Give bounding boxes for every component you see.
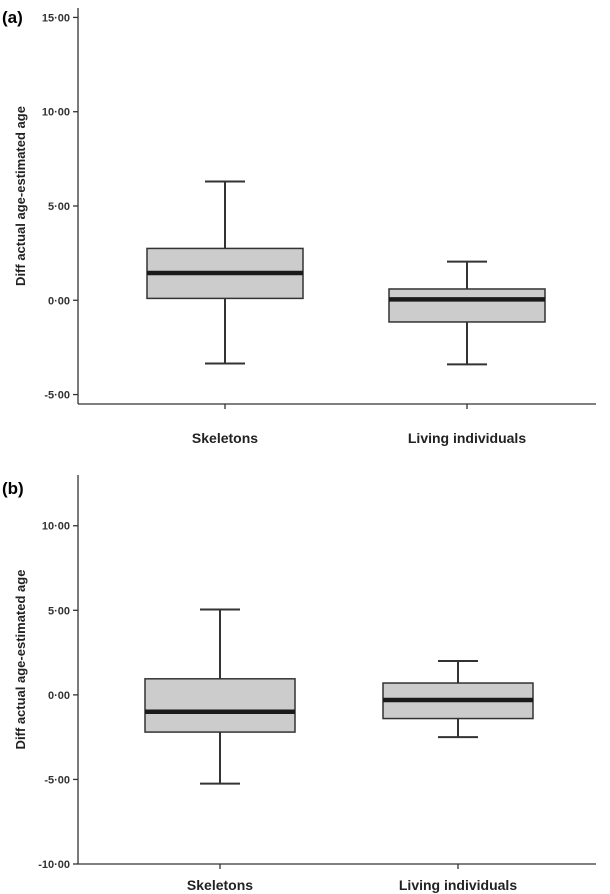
y-tick-label: 10·00 xyxy=(42,521,70,533)
y-tick-label: 0·00 xyxy=(48,295,70,307)
y-tick-label: 15·00 xyxy=(42,12,70,24)
iqr-box xyxy=(388,288,546,323)
panel-label: (b) xyxy=(2,479,24,498)
x-category-label: Skeletons xyxy=(192,430,258,446)
x-category-label: Living individuals xyxy=(399,877,517,893)
box-skeletons xyxy=(144,608,296,785)
y-tick-label: -10·00 xyxy=(38,859,70,871)
box-living-individuals xyxy=(388,260,546,366)
x-category-label: Skeletons xyxy=(187,877,253,893)
y-tick-label: 5·00 xyxy=(48,605,70,617)
y-axis-title: Diff actual age-estimated age xyxy=(13,570,28,750)
panel-b: (b) 10·00 5·00 0·00 -5·00 -10·00 Diff actual a… xyxy=(2,475,596,893)
panel-a: (a) 15·00 10·00 5·00 0·00 -5·00 Diff actual ag… xyxy=(2,8,596,446)
x-category-label: Living individuals xyxy=(408,430,526,446)
y-tick-label: 10·00 xyxy=(42,107,70,119)
box-living-individuals xyxy=(382,660,534,739)
y-tick-label: -5·00 xyxy=(44,774,70,786)
y-tick-label: 0·00 xyxy=(48,690,70,702)
panel-label: (a) xyxy=(2,8,23,27)
y-tick-label: 5·00 xyxy=(48,201,70,213)
y-tick-label: -5·00 xyxy=(44,390,70,402)
iqr-box xyxy=(144,678,296,733)
box-skeletons xyxy=(146,180,304,365)
y-axis-title: Diff actual age-estimated age xyxy=(13,106,28,286)
